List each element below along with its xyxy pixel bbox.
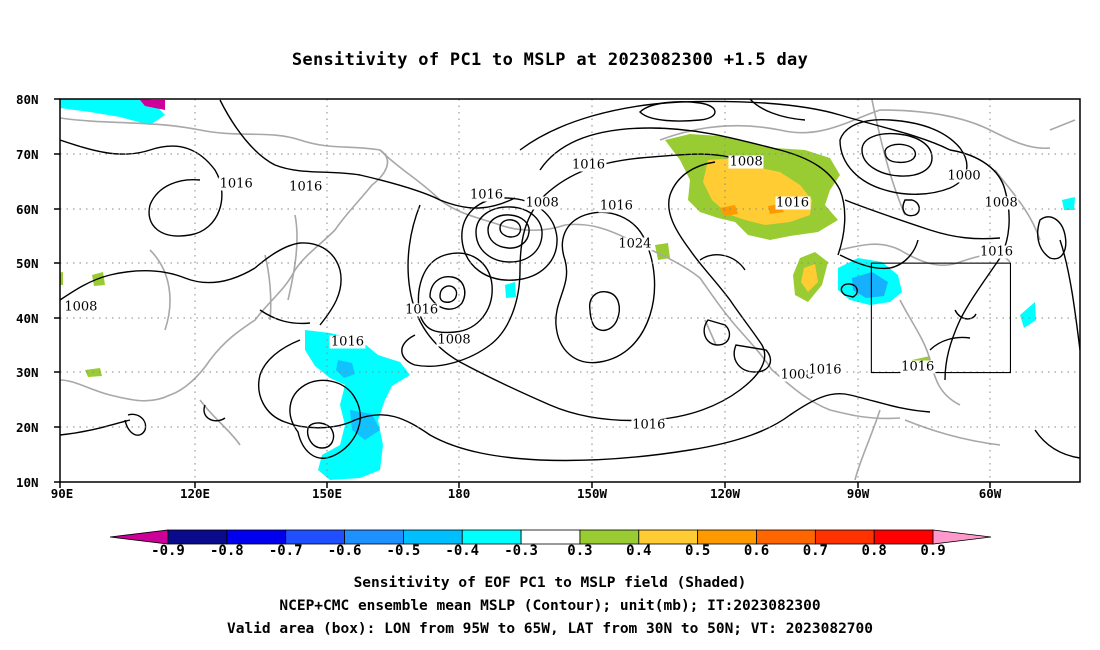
shade-neg-atlantic <box>1020 197 1075 328</box>
colorbar-tick-label: 0.8 <box>861 543 887 559</box>
colorbar-swatch <box>814 529 875 545</box>
caption-line-1: Sensitivity of EOF PC1 to MSLP field (Sh… <box>353 575 747 591</box>
colorbar-tick-label: -0.3 <box>504 543 538 559</box>
colorbar-swatch <box>285 529 345 545</box>
contour-label: 1008 <box>983 195 1019 211</box>
contour-label: 1016 <box>598 198 634 214</box>
shaded-sensitivity <box>60 99 1075 480</box>
contour-label: 1016 <box>900 359 936 375</box>
contour-label: 1000 <box>946 168 982 184</box>
lon-label: 150W <box>576 486 608 501</box>
shade-pos-bc <box>655 243 670 260</box>
colorbar-tick-label: 0.3 <box>567 543 593 559</box>
colorbar-swatch <box>344 529 404 545</box>
map-frame <box>59 98 1081 483</box>
colorbar-tick-label: -0.4 <box>445 543 480 559</box>
lat-label: 30N <box>16 365 39 380</box>
colorbar-tick-label: -0.9 <box>151 543 185 559</box>
colorbar-tick-label: 0.5 <box>684 543 711 559</box>
shade-neg-pacific <box>305 330 410 480</box>
contour-label: 1016 <box>807 362 843 378</box>
colorbar-tick-label: 0.4 <box>626 543 652 559</box>
colorbar-tick-label: 0.7 <box>802 543 828 559</box>
contour-label: 1008 <box>436 332 472 348</box>
lon-label: 120W <box>709 486 741 501</box>
colorbar-swatch <box>697 529 757 545</box>
contour-label: 1016 <box>468 187 505 203</box>
contour-label: 1016 <box>288 179 324 195</box>
lon-label: 120E <box>179 486 211 501</box>
contour-label: 1016 <box>329 334 365 350</box>
contour-label: 1008 <box>524 195 560 211</box>
caption-line-3: Valid area (box): LON from 95W to 65W, L… <box>226 621 873 637</box>
coastlines <box>60 99 1076 481</box>
lat-label: 10N <box>16 475 39 490</box>
contour-label: 1016 <box>631 417 667 433</box>
lat-label: 50N <box>16 256 39 271</box>
colorbar-tick-label: -0.5 <box>386 543 421 559</box>
lon-label: 180 <box>447 486 471 501</box>
lat-label: 60N <box>16 202 39 217</box>
colorbar-swatch <box>873 529 934 545</box>
contour-label: 1016 <box>570 157 607 173</box>
shade-pos-small <box>60 272 105 377</box>
colorbar-tick-label: 0.6 <box>743 543 770 559</box>
lon-label: 90W <box>846 486 870 501</box>
valid-area-box <box>870 262 1012 374</box>
shade-pos-rockies-core <box>801 264 818 292</box>
colorbar-swatch <box>520 529 581 545</box>
colorbar-arrow-right <box>932 529 992 545</box>
colorbar-swatch <box>638 529 699 545</box>
contour-label: 1016 <box>978 244 1015 260</box>
colorbar-swatch <box>402 529 463 545</box>
map-title: Sensitivity of PC1 to MSLP at 2023082300… <box>291 50 809 70</box>
colorbar-tick-label: 0.9 <box>920 543 946 559</box>
colorbar-arrow-left <box>109 529 169 545</box>
contour-label: 1016 <box>404 302 440 318</box>
shade-neg-arctic-west <box>60 99 165 125</box>
contour-label: 1016 <box>774 195 811 211</box>
lon-label: 150E <box>311 486 343 501</box>
colorbar-swatch <box>756 529 816 545</box>
shade-neg-greatlakes-core <box>852 272 888 298</box>
colorbar-swatch <box>461 529 522 545</box>
lat-label: 20N <box>16 420 39 435</box>
lat-label: 70N <box>16 147 39 162</box>
colorbar-swatch <box>167 529 228 545</box>
colorbar-tick-label: -0.8 <box>209 543 244 559</box>
shade-neg-small <box>505 282 516 298</box>
contour-label: 1016 <box>218 176 254 192</box>
shade-pos-canada-peak <box>720 204 784 216</box>
lat-label: 80N <box>16 92 39 107</box>
shade-neg-pacific-core <box>336 360 380 440</box>
colorbar-swatch <box>579 529 640 545</box>
caption-line-2: NCEP+CMC ensemble mean MSLP (Contour); u… <box>279 598 821 614</box>
lon-label: 90E <box>50 486 74 501</box>
colorbar-tick-label: -0.6 <box>327 543 362 559</box>
lon-label: 60W <box>978 486 1002 501</box>
shade-neg-arctic-west-core <box>140 100 165 110</box>
colorbar-swatch <box>226 529 287 545</box>
mslp-contours <box>60 99 1080 462</box>
colorbar <box>109 529 992 545</box>
contour-label: 1008 <box>779 367 815 383</box>
contour-label: 1024 <box>617 236 653 252</box>
contour-label: 1008 <box>63 299 99 315</box>
axis-ticks <box>54 98 991 488</box>
lat-label: 40N <box>16 311 39 326</box>
colorbar-tick-label: -0.7 <box>268 543 303 559</box>
graticule <box>60 99 1080 482</box>
contour-label: 1008 <box>728 154 764 170</box>
